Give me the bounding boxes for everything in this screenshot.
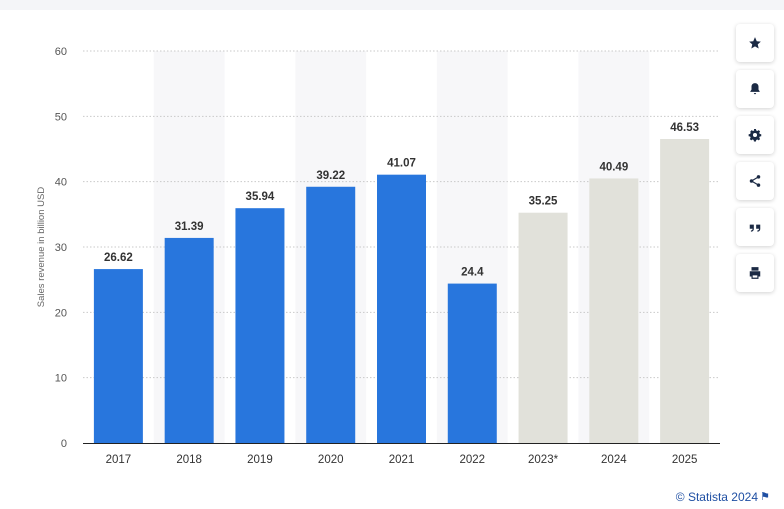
x-tick-label: 2025: [672, 454, 698, 466]
y-tick-label: 10: [55, 373, 67, 385]
notification-button[interactable]: [736, 70, 774, 108]
x-tick-label: 2023*: [528, 454, 559, 466]
value-labels: 26.62 31.39 35.94 39.22 41.07 24.4 35.25 40.49 4…: [104, 122, 699, 279]
y-axis-ticks: 0 10 20 30 40 50 60: [55, 46, 67, 450]
value-label: 46.53: [670, 122, 699, 134]
chart-toolbar: [736, 24, 774, 300]
top-border: [0, 0, 784, 10]
x-axis-ticks: 2017 2018 2019 2020 2021 2022 2023* 2024 2025: [106, 454, 698, 466]
bar-2024[interactable]: [589, 178, 639, 443]
favorite-button[interactable]: [736, 24, 774, 62]
bar-2017[interactable]: [93, 269, 143, 443]
star-icon: [749, 37, 761, 49]
y-tick-label: 40: [55, 177, 67, 189]
value-label: 26.62: [104, 252, 133, 264]
x-tick-label: 2020: [318, 454, 344, 466]
value-label: 40.49: [599, 161, 628, 173]
bell-icon: [750, 83, 760, 95]
flag-icon[interactable]: ⚑: [760, 491, 770, 503]
bar-2023*[interactable]: [518, 212, 568, 443]
share-icon: [749, 175, 761, 187]
print-button[interactable]: [736, 254, 774, 292]
bars: [93, 139, 710, 443]
y-tick-label: 0: [61, 438, 67, 450]
gear-icon: [748, 128, 762, 142]
bar-2020[interactable]: [306, 186, 356, 443]
value-label: 35.94: [246, 191, 275, 203]
y-tick-label: 30: [55, 242, 67, 254]
share-button[interactable]: [736, 162, 774, 200]
y-tick-label: 50: [55, 111, 67, 123]
bar-2021[interactable]: [377, 174, 426, 443]
bar-2022[interactable]: [447, 283, 497, 443]
x-tick-label: 2024: [601, 454, 627, 466]
value-label: 35.25: [529, 196, 558, 208]
y-tick-label: 20: [55, 307, 67, 319]
value-label: 31.39: [175, 221, 204, 233]
value-label: 24.4: [461, 267, 484, 279]
value-label: 41.07: [387, 158, 416, 170]
x-tick-label: 2017: [106, 454, 132, 466]
cite-button[interactable]: [736, 208, 774, 246]
x-tick-label: 2019: [247, 454, 273, 466]
statista-credit[interactable]: © Statista 2024: [675, 490, 758, 504]
settings-button[interactable]: [736, 116, 774, 154]
bar-2025[interactable]: [660, 139, 710, 443]
y-tick-label: 60: [55, 46, 67, 58]
quote-icon: [749, 224, 761, 232]
x-tick-label: 2018: [176, 454, 202, 466]
y-axis-label: Sales revenue in billion USD: [36, 187, 47, 308]
x-tick-label: 2022: [459, 454, 485, 466]
printer-icon: [749, 267, 761, 279]
x-tick-label: 2021: [389, 454, 415, 466]
value-label: 39.22: [316, 170, 345, 182]
bar-2019[interactable]: [235, 208, 285, 443]
bar-2018[interactable]: [164, 237, 214, 443]
